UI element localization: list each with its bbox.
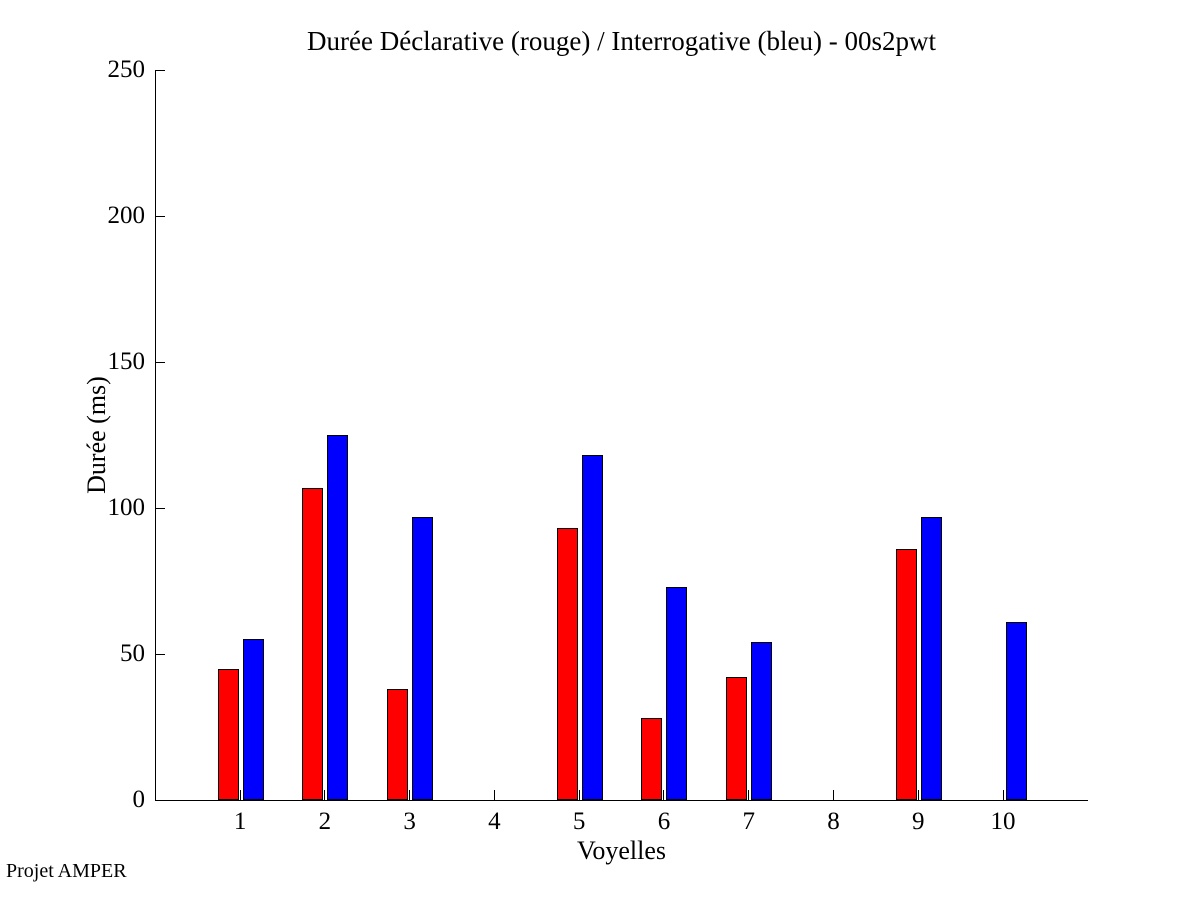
x-tick-label: 2 xyxy=(318,808,332,835)
bar-interrogative-9 xyxy=(920,516,942,800)
bar-declarative-3 xyxy=(387,689,409,800)
y-tick-label: 0 xyxy=(132,786,146,813)
y-axis-label: Durée (ms) xyxy=(82,376,111,494)
bar-declarative-9 xyxy=(895,548,917,800)
x-tick-mark xyxy=(493,790,495,800)
x-axis-line xyxy=(155,800,1088,801)
y-tick-mark xyxy=(155,69,165,71)
x-tick-label: 10 xyxy=(990,808,1016,835)
y-tick-label: 50 xyxy=(120,640,145,667)
x-tick-mark xyxy=(239,790,241,800)
y-tick-mark xyxy=(155,361,165,363)
x-tick-mark xyxy=(663,790,665,800)
x-tick-mark xyxy=(324,790,326,800)
bar-declarative-6 xyxy=(641,718,663,800)
x-tick-label: 9 xyxy=(912,808,925,835)
y-tick-mark xyxy=(155,507,165,509)
bar-interrogative-1 xyxy=(242,639,264,800)
x-tick-label: 7 xyxy=(742,808,755,835)
y-tick-label: 100 xyxy=(107,494,146,521)
x-tick-mark xyxy=(1002,790,1004,800)
chart-title: Durée Déclarative (rouge) / Interrogativ… xyxy=(307,26,936,56)
x-tick-label: 1 xyxy=(233,808,247,835)
x-tick-label: 8 xyxy=(827,808,840,835)
y-tick-label: 200 xyxy=(107,202,146,229)
x-axis-label: Voyelles xyxy=(576,836,667,865)
x-tick-mark xyxy=(409,790,411,800)
x-tick-mark xyxy=(748,790,750,800)
bar-interrogative-10 xyxy=(1005,621,1027,800)
bar-interrogative-5 xyxy=(581,455,603,800)
x-tick-mark xyxy=(832,790,834,800)
y-tick-label: 250 xyxy=(107,56,146,83)
bar-declarative-5 xyxy=(556,528,578,800)
bar-interrogative-2 xyxy=(327,435,349,800)
bar-declarative-7 xyxy=(726,677,748,800)
y-tick-mark xyxy=(155,653,165,655)
bar-interrogative-6 xyxy=(666,586,688,800)
bar-interrogative-3 xyxy=(412,516,434,800)
x-tick-label: 4 xyxy=(488,808,501,835)
x-tick-label: 3 xyxy=(403,808,416,835)
y-axis-line xyxy=(155,70,156,801)
x-tick-mark xyxy=(578,790,580,800)
x-tick-mark xyxy=(917,790,919,800)
y-tick-mark xyxy=(155,215,165,217)
footer-annotation: Projet AMPER xyxy=(6,860,127,882)
bar-declarative-1 xyxy=(217,668,239,800)
bar-declarative-2 xyxy=(302,487,324,800)
x-tick-label: 5 xyxy=(572,808,586,835)
bar-interrogative-7 xyxy=(751,642,773,800)
x-tick-label: 6 xyxy=(657,808,671,835)
y-tick-label: 150 xyxy=(107,348,146,375)
